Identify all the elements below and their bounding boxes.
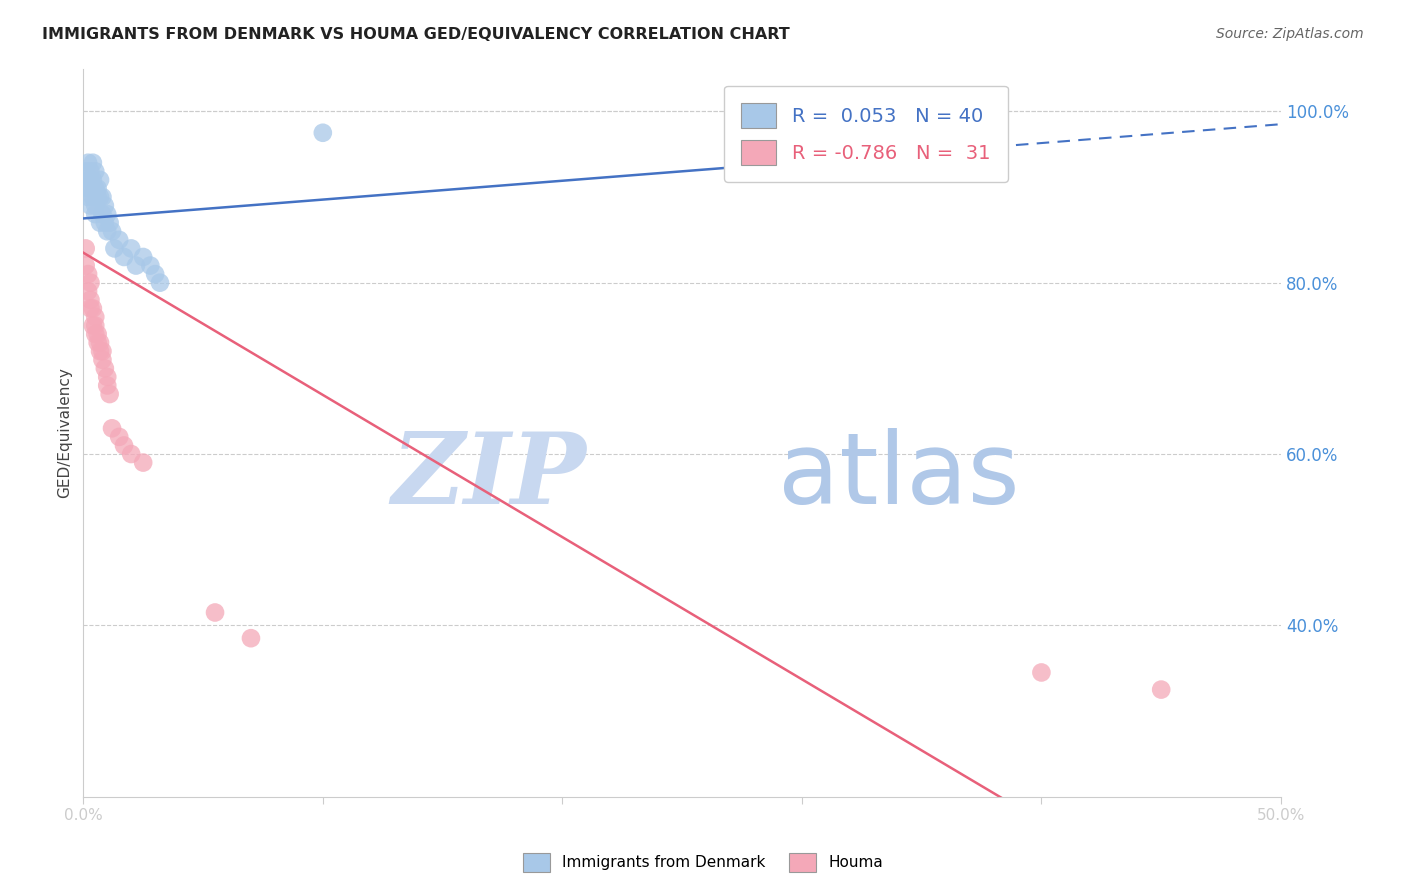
Point — [89, 173, 111, 187]
Point — [84, 327, 107, 342]
Point — [120, 241, 142, 255]
Point — [84, 207, 107, 221]
Point — [84, 198, 107, 212]
Point — [79, 181, 101, 195]
Point — [112, 250, 135, 264]
Point — [77, 285, 100, 299]
Text: atlas: atlas — [778, 428, 1019, 524]
Point — [96, 378, 118, 392]
Point — [91, 344, 114, 359]
Point — [84, 164, 107, 178]
Point — [79, 173, 101, 187]
Point — [77, 267, 100, 281]
Point — [77, 155, 100, 169]
Point — [91, 352, 114, 367]
Point — [84, 318, 107, 333]
Point — [103, 241, 125, 255]
Point — [204, 606, 226, 620]
Point — [98, 216, 121, 230]
Point — [82, 190, 104, 204]
Point — [96, 370, 118, 384]
Point — [89, 344, 111, 359]
Point — [132, 250, 155, 264]
Point — [101, 224, 124, 238]
Point — [94, 198, 117, 212]
Point — [79, 276, 101, 290]
Point — [82, 318, 104, 333]
Point — [86, 181, 108, 195]
Point — [75, 164, 97, 178]
Point — [84, 310, 107, 324]
Point — [94, 216, 117, 230]
Point — [120, 447, 142, 461]
Point — [79, 293, 101, 307]
Point — [75, 259, 97, 273]
Point — [149, 276, 172, 290]
Point — [89, 216, 111, 230]
Point — [1150, 682, 1173, 697]
Point — [108, 430, 131, 444]
Point — [91, 207, 114, 221]
Point — [82, 155, 104, 169]
Point — [108, 233, 131, 247]
Point — [79, 198, 101, 212]
Point — [98, 387, 121, 401]
Point — [75, 181, 97, 195]
Text: ZIP: ZIP — [391, 428, 586, 524]
Point — [79, 164, 101, 178]
Legend: Immigrants from Denmark, Houma: Immigrants from Denmark, Houma — [515, 845, 891, 880]
Legend: R =  0.053   N = 40, R = -0.786   N =  31: R = 0.053 N = 40, R = -0.786 N = 31 — [724, 86, 1008, 182]
Point — [84, 181, 107, 195]
Point — [89, 190, 111, 204]
Text: IMMIGRANTS FROM DENMARK VS HOUMA GED/EQUIVALENCY CORRELATION CHART: IMMIGRANTS FROM DENMARK VS HOUMA GED/EQU… — [42, 27, 790, 42]
Point — [94, 361, 117, 376]
Y-axis label: GED/Equivalency: GED/Equivalency — [58, 368, 72, 498]
Point — [125, 259, 148, 273]
Point — [82, 301, 104, 316]
Point — [112, 438, 135, 452]
Point — [1031, 665, 1053, 680]
Point — [75, 241, 97, 255]
Point — [101, 421, 124, 435]
Point — [96, 224, 118, 238]
Point — [132, 456, 155, 470]
Point — [143, 267, 166, 281]
Point — [89, 335, 111, 350]
Point — [139, 259, 162, 273]
Point — [86, 327, 108, 342]
Point — [86, 335, 108, 350]
Point — [239, 631, 262, 645]
Point — [79, 301, 101, 316]
Text: Source: ZipAtlas.com: Source: ZipAtlas.com — [1216, 27, 1364, 41]
Point — [790, 126, 813, 140]
Point — [77, 190, 100, 204]
Point — [96, 207, 118, 221]
Point — [86, 190, 108, 204]
Point — [312, 126, 335, 140]
Point — [91, 190, 114, 204]
Point — [82, 173, 104, 187]
Point — [77, 173, 100, 187]
